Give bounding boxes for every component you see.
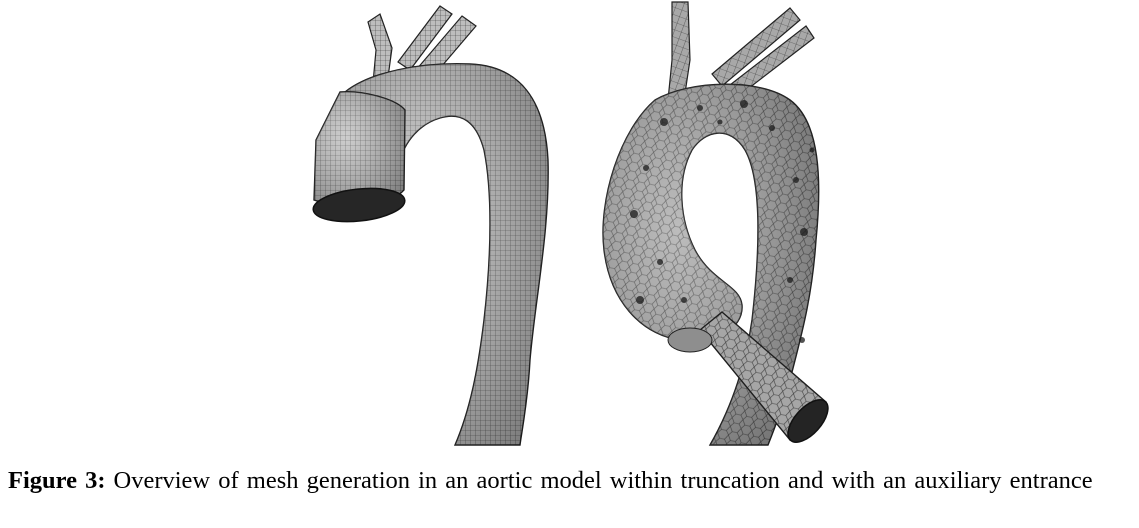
branch-vessels-left (367, 5, 477, 95)
aorta-mesh-auxiliary (602, 1, 829, 446)
inlet-opening-left (312, 187, 406, 223)
caption-label: Figure 3: (8, 467, 106, 494)
caption-text: Overview of mesh generation in an aortic… (113, 467, 1093, 494)
aorta-mesh-truncated (312, 5, 549, 446)
figure-image (312, 1, 829, 446)
mesh-refinement-spots (630, 100, 815, 343)
auxiliary-inlet-opening (787, 399, 829, 443)
branch-vessels-right (667, 1, 815, 101)
figure-caption: Figure 3: Overview of mesh generation in … (8, 466, 1130, 496)
